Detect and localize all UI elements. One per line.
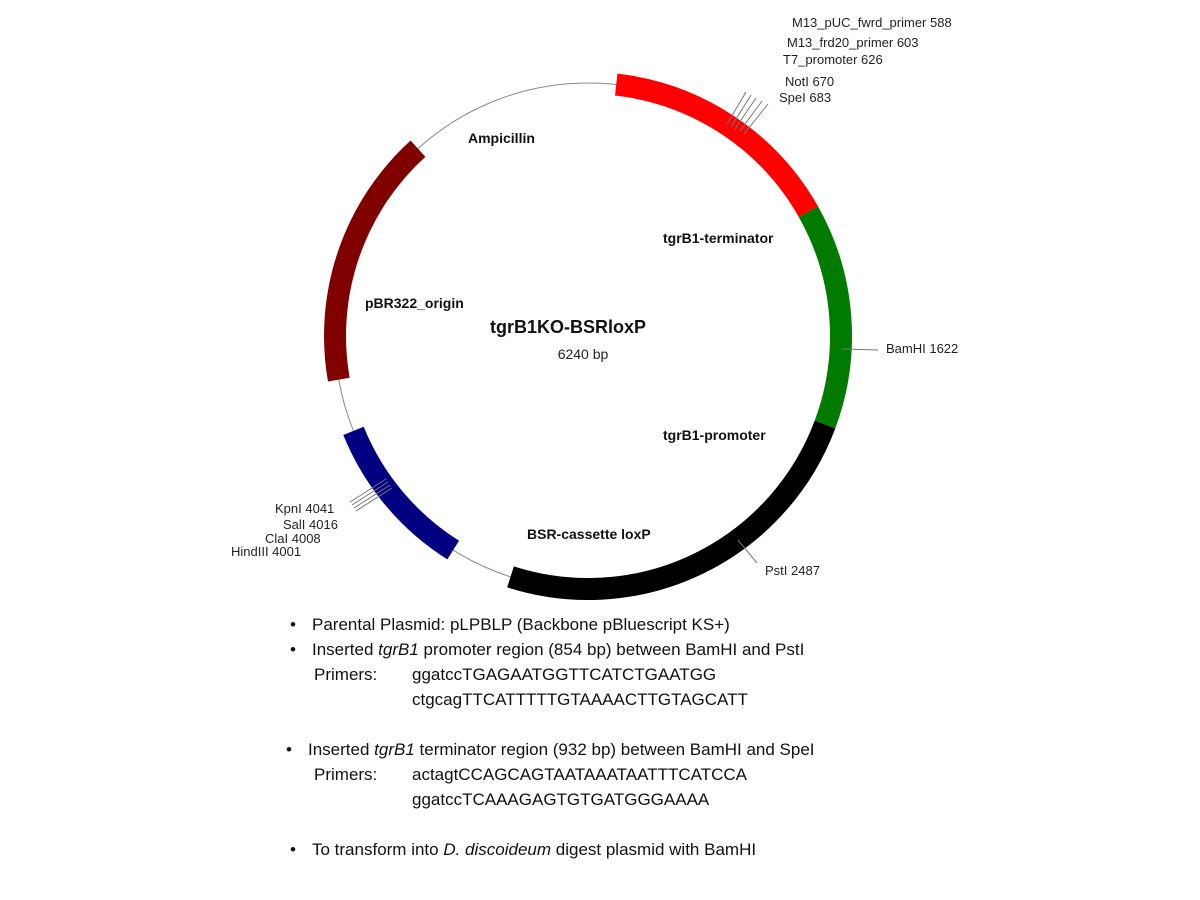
- note-transform: • To transform into D. discoideum digest…: [290, 837, 990, 862]
- terminator-primers: Primers: actagtCCAGCAGTAATAAATAATTTCATCC…: [314, 762, 990, 812]
- site-tick: [730, 94, 752, 128]
- feature-label-bsr: BSR-cassette loxP: [527, 526, 651, 542]
- primer-sequence: ctgcagTTCATTTTTGTAAAACTTGTAGCATT: [412, 690, 748, 709]
- feature-label-ampicillin: Ampicillin: [468, 130, 535, 146]
- feature-arc-terminator: [614, 73, 818, 218]
- primer-sequences: actagtCCAGCAGTAATAAATAATTTCATCCA ggatccT…: [412, 762, 747, 812]
- primers-label: Primers:: [314, 765, 378, 784]
- note-terminator-insert: • Inserted tgrB1 terminator region (932 …: [286, 737, 986, 762]
- primer-sequence: actagtCCAGCAGTAATAAATAATTTCATCCA: [412, 765, 748, 784]
- site-ticks-left: [349, 478, 393, 512]
- site-label-m13-frd20: M13_frd20_primer 603: [787, 35, 919, 50]
- note-text-part: Inserted: [312, 640, 379, 659]
- site-label-t7: T7_promoter 626: [783, 52, 883, 67]
- feature-label-terminator: tgrB1-terminator: [663, 230, 774, 246]
- site-label-kpnl: KpnI 4041: [275, 501, 334, 516]
- primer-sequence: ggatccTCAAAGAGTGTGATGGGAAAA: [412, 790, 710, 809]
- feature-label-promoter: tgrB1-promoter: [663, 427, 766, 443]
- note-text-part: Inserted: [308, 740, 375, 759]
- note-text: To transform into D. discoideum digest p…: [312, 837, 756, 862]
- primer-sequences: ggatccTGAGAATGGTTCATCTGAATGG ctgcagTTCAT…: [412, 662, 748, 712]
- site-tick: [353, 484, 391, 509]
- note-text-part: promoter region (854 bp) between BamHI a…: [418, 640, 805, 659]
- feature-arc-bsr: [507, 420, 836, 601]
- spacer: [290, 712, 990, 737]
- gene-name: tgrB1: [378, 640, 419, 659]
- bullet-mark: •: [290, 640, 296, 659]
- plasmid-name: tgrB1KO-BSRloxP: [490, 317, 646, 337]
- feature-arc-ampicillin: [324, 140, 426, 382]
- bullet-mark: •: [290, 840, 296, 859]
- note-text: Parental Plasmid: pLPBLP (Backbone pBlue…: [312, 615, 730, 634]
- site-label-notl: NotI 670: [785, 74, 834, 89]
- site-tick: [726, 91, 747, 125]
- plasmid-size: 6240 bp: [558, 346, 609, 362]
- feature-label-pbr322: pBR322_origin: [365, 295, 464, 311]
- primers-label: Primers:: [314, 665, 378, 684]
- note-text: Inserted tgrB1 promoter region (854 bp) …: [312, 637, 804, 662]
- site-tick: [351, 481, 389, 506]
- site-tick: [743, 103, 769, 135]
- gene-name: tgrB1: [374, 740, 415, 759]
- site-label-pstl: PstI 2487: [765, 563, 820, 578]
- note-promoter-insert: • Inserted tgrB1 promoter region (854 bp…: [290, 637, 990, 662]
- site-tick-pstl: [737, 539, 758, 564]
- note-text-part: terminator region (932 bp) between BamHI…: [414, 740, 815, 759]
- primer-sequence: ggatccTGAGAATGGTTCATCTGAATGG: [412, 665, 717, 684]
- site-label-spel: SpeI 683: [779, 90, 831, 105]
- note-parental-plasmid: • Parental Plasmid: pLPBLP (Backbone pBl…: [290, 612, 990, 637]
- feature-arc-pbr322: [343, 426, 460, 560]
- promoter-primers: Primers: ggatccTGAGAATGGTTCATCTGAATGG ct…: [314, 662, 990, 712]
- bullet-mark: •: [290, 615, 296, 634]
- site-label-hindiii: HindIII 4001: [231, 544, 301, 559]
- note-text-part: To transform into: [312, 840, 444, 859]
- site-ticks-top: [726, 91, 769, 135]
- site-tick: [349, 478, 387, 503]
- site-label-bamhi: BamHI 1622: [886, 341, 958, 356]
- site-label-clal: ClaI 4008: [265, 531, 321, 546]
- site-tick: [734, 97, 757, 130]
- site-label-m13-puc: M13_pUC_fwrd_primer 588: [792, 15, 952, 30]
- site-label-sall: SalI 4016: [283, 517, 338, 532]
- organism-name: D. discoideum: [443, 840, 552, 859]
- bullet-mark: •: [286, 740, 292, 759]
- note-text-part: digest plasmid with BamHI: [551, 840, 757, 859]
- construct-notes: • Parental Plasmid: pLPBLP (Backbone pBl…: [286, 612, 990, 862]
- site-tick: [355, 487, 393, 512]
- feature-arc-promoter: [798, 206, 853, 429]
- site-tick: [739, 100, 763, 132]
- plasmid-map: Ampicillin tgrB1-terminator pBR322_origi…: [231, 15, 958, 601]
- note-text: Inserted tgrB1 terminator region (932 bp…: [308, 737, 815, 762]
- spacer: [290, 812, 990, 837]
- site-tick-bamhi: [840, 348, 879, 351]
